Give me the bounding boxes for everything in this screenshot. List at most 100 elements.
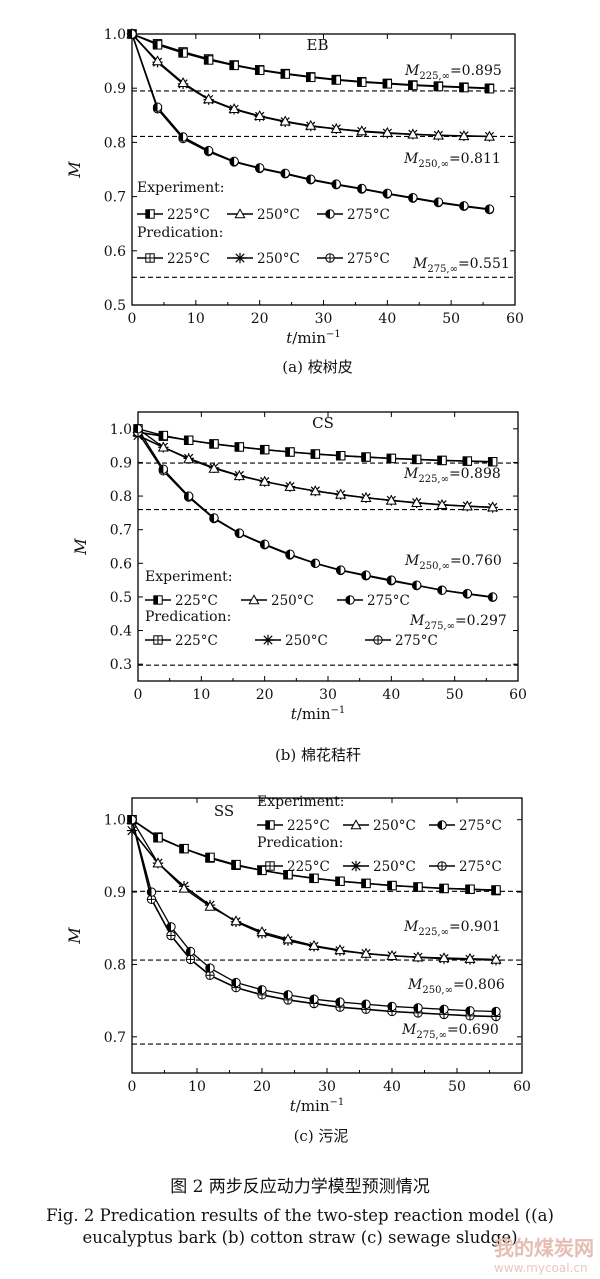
experiment-point-225-fill (260, 445, 265, 454)
experiment-point-275-fill (434, 197, 439, 207)
x-tick-label: 30 (319, 687, 337, 703)
experiment-point-250 (335, 488, 347, 499)
chart-panel-2: 0 10 20 30 40 50 60 0.3 0.4 0.5 0.6 0.7 0.8 0.9 1.0 t/m… (71, 411, 527, 764)
watermark: 我的煤炭网 www.mycoal.cn (494, 1232, 594, 1275)
chart-title: CS (312, 414, 334, 432)
experiment-point-275-fill (311, 559, 316, 568)
y-tick-label: 1.0 (110, 422, 132, 438)
experiment-point-250 (230, 915, 242, 926)
chart-panel-3: 0 10 20 30 40 50 60 0.7 0.8 0.9 1.0 t/min−1 M SS M225,… (65, 794, 531, 1145)
y-axis-label: M (65, 161, 84, 179)
x-tick-label: 50 (446, 687, 464, 703)
watermark-url: www.mycoal.cn (494, 1261, 588, 1275)
asymptote-label: M225,∞=0.895 (404, 63, 502, 82)
experiment-point-250 (411, 497, 423, 507)
experiment-point-275-fill (459, 201, 464, 211)
x-axis-label: t/min−1 (290, 1097, 345, 1115)
legend-experiment-label: Experiment: (137, 180, 224, 196)
legend-prediction-marker-cross (325, 253, 335, 263)
legend-experiment-item: 225°C (175, 593, 218, 609)
legend-prediction-marker-cross (153, 635, 163, 645)
experiment-point-250 (279, 115, 291, 126)
legend-prediction-marker-cross (373, 635, 383, 645)
experiment-point-225-fill (434, 82, 439, 91)
y-axis-label: M (71, 538, 90, 556)
legend-prediction-marker (262, 634, 274, 646)
legend-prediction-label: Predication: (145, 609, 231, 625)
experiment-point-225-fill (332, 75, 337, 85)
experiment-point-250 (386, 950, 398, 960)
experiment-point-250 (305, 119, 317, 130)
experiment-point-250 (228, 103, 240, 113)
legend-experiment-item: 275°C (459, 818, 502, 834)
x-tick-label: 10 (187, 311, 205, 327)
experiment-point-225-fill (413, 882, 418, 892)
figure-caption-en: Fig. 2 Predication results of the two-st… (46, 1206, 554, 1247)
experiment-point-250 (308, 939, 320, 950)
y-tick-label: 0.6 (104, 244, 126, 260)
y-tick-label: 0.9 (104, 81, 126, 97)
legend-experiment-marker-fill (145, 209, 150, 219)
experiment-point-275-fill (281, 169, 286, 178)
experiment-point-275-fill (127, 815, 132, 824)
x-tick-label: 0 (128, 1079, 137, 1095)
experiment-point-225-fill (179, 844, 184, 853)
prediction-point-275-cross (166, 931, 176, 940)
experiment-point-225-fill (184, 436, 189, 445)
experiment-point-275-fill (357, 184, 362, 193)
y-tick-label: 1.0 (104, 27, 126, 43)
experiment-point-275-fill (159, 464, 164, 474)
experiment-point-250 (330, 123, 342, 134)
legend-prediction-item: 250°C (373, 859, 416, 875)
experiment-point-275-fill (387, 575, 392, 585)
experiment-point-250 (385, 494, 397, 505)
asymptote-label: M250,∞=0.806 (407, 977, 505, 996)
legend-prediction-item: 225°C (287, 859, 330, 875)
legend-prediction-item: 250°C (285, 633, 328, 649)
experiment-point-275-fill (283, 990, 288, 1000)
experiment-point-225-fill (408, 81, 413, 90)
legend-prediction-label: Predication: (137, 225, 223, 241)
experiment-point-250 (151, 55, 164, 66)
experiment-point-275-fill (387, 1002, 392, 1011)
legend-experiment-label: Experiment: (257, 794, 344, 810)
asymptote-label: M225,∞=0.901 (403, 919, 501, 938)
legend-experiment-item: 250°C (373, 818, 416, 834)
y-tick-label: 0.8 (104, 957, 126, 973)
legend-experiment-marker-fill (265, 820, 270, 830)
experiment-point-225-fill (231, 860, 236, 869)
experiment-point-275-fill (285, 550, 290, 559)
experiment-point-275-fill (147, 887, 152, 897)
x-tick-label: 30 (318, 1079, 336, 1095)
legend-prediction-marker (234, 252, 246, 264)
experiment-point-225-fill (204, 55, 209, 65)
experiment-point-275-fill (465, 1006, 470, 1015)
x-tick-label: 50 (448, 1079, 466, 1095)
experiment-point-225-fill (485, 84, 490, 93)
experiment-point-225-fill (439, 884, 444, 893)
experiment-point-250 (487, 501, 499, 512)
experiment-point-250 (177, 77, 189, 87)
experiment-point-275-fill (178, 132, 184, 142)
experiment-point-225-fill (235, 442, 240, 452)
legend-experiment-marker-fill (153, 595, 158, 605)
legend-prediction-item: 225°C (175, 633, 218, 649)
experiment-point-225-fill (488, 457, 493, 466)
experiment-point-225-fill (336, 451, 341, 460)
x-tick-label: 10 (188, 1079, 206, 1095)
legend-experiment-item: 275°C (347, 207, 390, 223)
experiment-point-225-fill (257, 866, 262, 875)
x-tick-label: 0 (128, 311, 137, 327)
experiment-point-225-fill (229, 61, 235, 70)
legend-experiment-marker-fill (437, 820, 442, 830)
y-tick-label: 0.6 (110, 556, 132, 572)
experiment-point-275-fill (439, 1005, 444, 1014)
panel-caption: (a) 桉树皮 (282, 358, 352, 376)
experiment-point-225-fill (437, 456, 442, 465)
asymptote-label: M225,∞=0.898 (403, 466, 501, 485)
experiment-point-250 (204, 900, 216, 911)
legend-experiment-marker-fill (325, 209, 330, 219)
y-tick-label: 0.9 (104, 885, 126, 901)
legend-experiment-item: 225°C (167, 207, 210, 223)
asymptote-label: M275,∞=0.551 (412, 256, 510, 275)
